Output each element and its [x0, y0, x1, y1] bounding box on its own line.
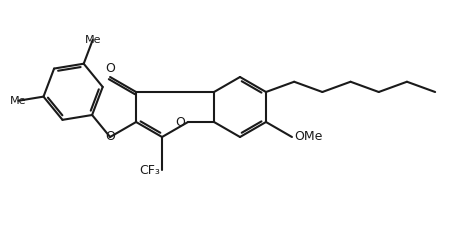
Text: OMe: OMe [294, 131, 322, 143]
Text: Me: Me [84, 35, 101, 45]
Text: O: O [175, 115, 185, 129]
Text: Me: Me [10, 96, 27, 106]
Text: O: O [105, 62, 115, 75]
Text: CF₃: CF₃ [139, 164, 160, 176]
Text: O: O [105, 131, 115, 143]
